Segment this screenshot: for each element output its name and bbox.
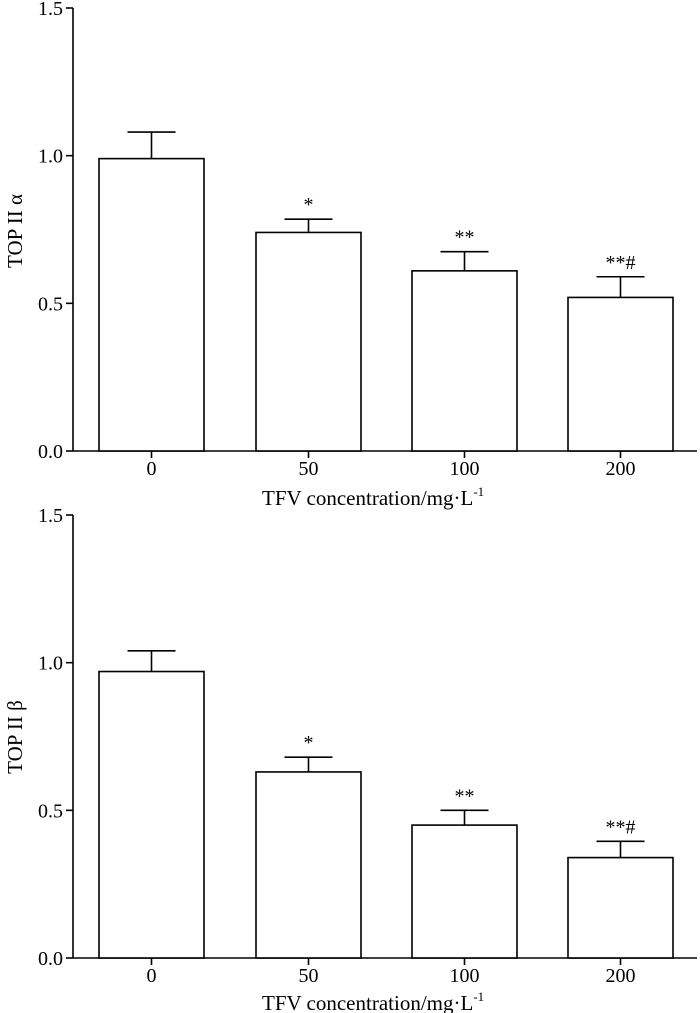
y-axis-title: TOP II α [3, 194, 27, 268]
x-tick-label: 200 [606, 965, 636, 987]
x-tick-label: 0 [147, 458, 157, 480]
significance-label: * [304, 732, 314, 754]
y-tick-label: 0.5 [38, 800, 63, 822]
y-tick-label: 1.0 [38, 653, 63, 675]
y-tick-label: 0.0 [38, 441, 63, 463]
x-axis-title: TFV concentration/mg·L-1 [262, 989, 484, 1013]
significance-label: ** [455, 785, 475, 807]
bar [411, 270, 518, 452]
significance-label: **# [606, 252, 636, 274]
x-axis-title-superscript: -1 [473, 484, 484, 499]
x-axis-title-superscript: -1 [473, 989, 484, 1004]
y-tick-label: 1.5 [38, 0, 63, 20]
chart-top-ii-alpha: TOP II α TFV concentration/mg·L-1 0.0 0.5… [3, 0, 697, 510]
x-tick-label: 50 [299, 458, 319, 480]
bar [411, 824, 518, 959]
x-tick-label: 50 [299, 965, 319, 987]
bar [567, 296, 674, 452]
x-axis-title: TFV concentration/mg·L-1 [262, 484, 484, 510]
bar [255, 231, 362, 452]
y-tick-label: 0.5 [38, 293, 63, 315]
x-tick-label: 100 [450, 458, 480, 480]
chart-top-ii-beta: TOP II β TFV concentration/mg·L-1 0.0 0.5… [3, 505, 697, 1013]
y-tick-label: 0.0 [38, 948, 63, 970]
bar [98, 670, 205, 959]
x-tick-label: 100 [450, 965, 480, 987]
significance-label: * [304, 194, 314, 216]
x-tick-label: 0 [147, 965, 157, 987]
bar [255, 771, 362, 959]
bar [98, 157, 205, 452]
significance-label: ** [455, 227, 475, 249]
significance-label: **# [606, 816, 636, 838]
x-tick-label: 200 [606, 458, 636, 480]
y-axis-title: TOP II β [3, 700, 27, 774]
y-tick-label: 1.0 [38, 146, 63, 168]
y-tick-label: 1.5 [38, 505, 63, 527]
bar [567, 856, 674, 959]
